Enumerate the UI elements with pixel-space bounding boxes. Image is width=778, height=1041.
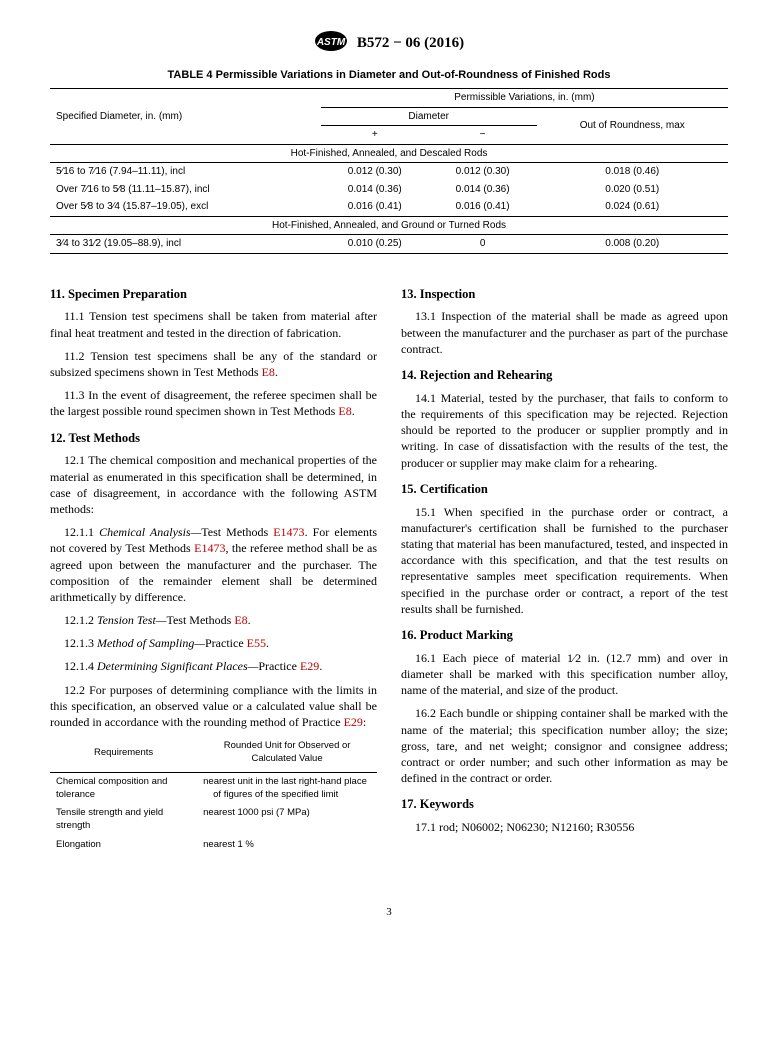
section-16-head: 16. Product Marking <box>401 627 728 644</box>
table4: Specified Diameter, in. (mm) Permissible… <box>50 88 728 254</box>
section-13-head: 13. Inspection <box>401 286 728 303</box>
small-cell: Chemical composition and tolerance <box>50 772 197 804</box>
section-11-head: 11. Specimen Preparation <box>50 286 377 303</box>
left-column: 11. Specimen Preparation 11.1 Tension te… <box>50 276 377 855</box>
table-row: Over 7⁄16 to 5⁄8 (11.11–15.87), incl <box>50 181 321 199</box>
para-12-1-4: 12.1.4 Determining Significant Places—Pr… <box>50 658 377 674</box>
table-cell: 0.020 (0.51) <box>537 181 728 199</box>
small-cell: Elongation <box>50 836 197 855</box>
table-section-2: Hot-Finished, Annealed, and Ground or Tu… <box>50 216 728 235</box>
right-column: 13. Inspection 13.1 Inspection of the ma… <box>401 276 728 855</box>
section-14-head: 14. Rejection and Rehearing <box>401 367 728 384</box>
col-out-roundness: Out of Roundness, max <box>537 107 728 144</box>
table-cell: 0 <box>429 235 537 254</box>
table-cell: 0.014 (0.36) <box>321 181 429 199</box>
table4-title: TABLE 4 Permissible Variations in Diamet… <box>50 68 728 83</box>
ref-e8: E8 <box>338 404 351 418</box>
ref-e8: E8 <box>234 613 247 627</box>
table-cell: 0.014 (0.36) <box>429 181 537 199</box>
para-15-1: 15.1 When specified in the purchase orde… <box>401 504 728 617</box>
table-row: 5⁄16 to 7⁄16 (7.94–11.11), incl <box>50 163 321 181</box>
para-11-1: 11.1 Tension test specimens shall be tak… <box>50 308 377 340</box>
para-12-1-3: 12.1.3 Method of Sampling—Practice E55. <box>50 635 377 651</box>
table-cell: 0.024 (0.61) <box>537 198 728 216</box>
para-12-1-2: 12.1.2 Tension Test—Test Methods E8. <box>50 612 377 628</box>
ref-e55: E55 <box>247 636 266 650</box>
astm-logo: ASTM <box>314 30 348 56</box>
ref-e1473: E1473 <box>194 541 225 555</box>
table-section-1: Hot-Finished, Annealed, and Descaled Rod… <box>50 144 728 163</box>
table-row: Over 5⁄8 to 3⁄4 (15.87–19.05), excl <box>50 198 321 216</box>
ref-e29: E29 <box>344 715 363 729</box>
para-11-2: 11.2 Tension test specimens shall be any… <box>50 348 377 380</box>
para-16-1: 16.1 Each piece of material 1⁄2 in. (12.… <box>401 650 728 699</box>
table-cell: 0.010 (0.25) <box>321 235 429 254</box>
page-header: ASTM B572 − 06 (2016) <box>50 30 728 56</box>
para-16-2: 16.2 Each bundle or shipping container s… <box>401 705 728 786</box>
two-column-body: 11. Specimen Preparation 11.1 Tension te… <box>50 276 728 855</box>
para-17-1: 17.1 rod; N06002; N06230; N12160; R30556 <box>401 819 728 835</box>
para-11-3: 11.3 In the event of disagreement, the r… <box>50 387 377 419</box>
small-th-req: Requirements <box>50 737 197 772</box>
col-permissible: Permissible Variations, in. (mm) <box>321 89 728 108</box>
section-12-head: 12. Test Methods <box>50 430 377 447</box>
small-th-rounded: Rounded Unit for Observed or Calculated … <box>197 737 377 772</box>
small-cell: nearest 1000 psi (7 MPa) <box>197 804 377 836</box>
ref-e29: E29 <box>300 659 319 673</box>
table-cell: 0.012 (0.30) <box>429 163 537 181</box>
ref-e8: E8 <box>262 365 275 379</box>
para-14-1: 14.1 Material, tested by the purchaser, … <box>401 390 728 471</box>
spec-number: B572 − 06 (2016) <box>357 33 464 53</box>
small-cell: nearest 1 % <box>197 836 377 855</box>
table-cell: 0.016 (0.41) <box>321 198 429 216</box>
section-15-head: 15. Certification <box>401 481 728 498</box>
para-12-1: 12.1 The chemical composition and mechan… <box>50 452 377 517</box>
para-12-1-1: 12.1.1 Chemical Analysis—Test Methods E1… <box>50 524 377 605</box>
table-cell: 0.012 (0.30) <box>321 163 429 181</box>
col-minus: − <box>429 126 537 145</box>
table-cell: 0.008 (0.20) <box>537 235 728 254</box>
section-17-head: 17. Keywords <box>401 796 728 813</box>
small-cell: Tensile strength and yield strength <box>50 804 197 836</box>
col-diameter: Diameter <box>321 107 537 126</box>
ref-e1473: E1473 <box>273 525 304 539</box>
table-row: 3⁄4 to 31⁄2 (19.05–88.9), incl <box>50 235 321 254</box>
col-plus: + <box>321 126 429 145</box>
para-12-2: 12.2 For purposes of determining complia… <box>50 682 377 731</box>
col-specified-diameter: Specified Diameter, in. (mm) <box>50 89 321 145</box>
para-13-1: 13.1 Inspection of the material shall be… <box>401 308 728 357</box>
page-number: 3 <box>50 905 728 920</box>
svg-text:ASTM: ASTM <box>316 37 346 48</box>
rounding-table: Requirements Rounded Unit for Observed o… <box>50 737 377 855</box>
small-cell: nearest unit in the last right-hand plac… <box>197 772 377 804</box>
table-cell: 0.018 (0.46) <box>537 163 728 181</box>
table-cell: 0.016 (0.41) <box>429 198 537 216</box>
